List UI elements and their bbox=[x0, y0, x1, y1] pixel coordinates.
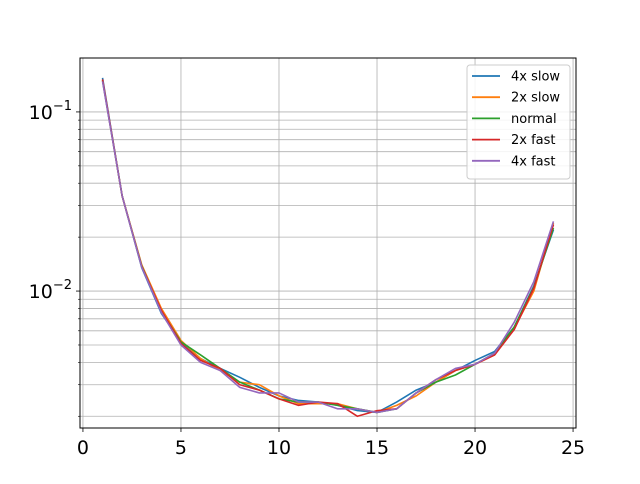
x-tick-label: 10 bbox=[267, 437, 291, 459]
x-tick-label: 5 bbox=[175, 437, 187, 459]
y-axis: 10−1 10−2 bbox=[29, 99, 80, 417]
legend-label: 4x fast bbox=[511, 154, 556, 169]
y-tick-label: 10−2 bbox=[29, 278, 72, 303]
plot-frame bbox=[79, 57, 577, 429]
x-tick-label: 15 bbox=[365, 437, 389, 459]
legend-box bbox=[466, 64, 571, 180]
y-tick-label: 10−1 bbox=[29, 99, 72, 124]
legend-label: 4x slow bbox=[511, 70, 560, 85]
legend-label: 2x fast bbox=[511, 133, 556, 148]
x-axis: 0 5 10 15 20 25 bbox=[77, 428, 585, 459]
legend-label: 2x slow bbox=[511, 91, 560, 106]
series-lines bbox=[101, 77, 555, 418]
legend: 4x slow 2x slow normal 2x fast 4x fast bbox=[466, 64, 571, 180]
series-line-4x-fast bbox=[101, 81, 555, 414]
x-tick-label: 0 bbox=[77, 437, 89, 459]
x-tick-label: 25 bbox=[561, 437, 585, 459]
legend-label: normal bbox=[511, 112, 557, 127]
x-tick-label: 20 bbox=[463, 437, 487, 459]
